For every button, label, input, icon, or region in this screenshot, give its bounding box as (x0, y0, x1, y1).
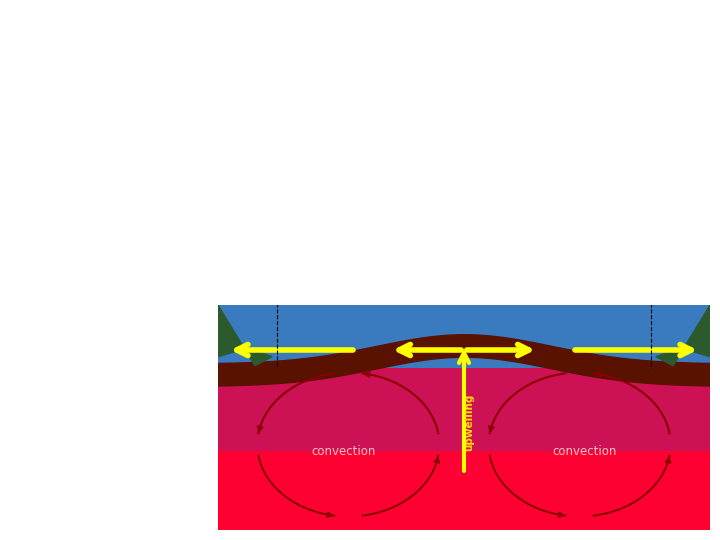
Text: Mantle: Mantle (306, 386, 346, 396)
Text: zones: zones (12, 460, 78, 479)
Text: upper Mantle,: upper Mantle, (12, 172, 172, 191)
Text: Convective: Convective (12, 28, 138, 47)
Text: Ridge: Ridge (436, 172, 467, 182)
Bar (710, 0, 720, 540)
Text: mid-ocean
ridge: mid-ocean ridge (431, 267, 498, 295)
Bar (0, 0, 720, 8)
Text: mid-ocean ridges: mid-ocean ridges (12, 316, 209, 335)
Bar (218, 8, 710, 298)
Polygon shape (388, 396, 510, 518)
Text: convection: convection (552, 445, 617, 458)
Polygon shape (218, 305, 272, 366)
Bar (218, 366, 710, 451)
Polygon shape (400, 191, 499, 200)
Bar (218, 305, 710, 368)
Bar (218, 305, 710, 530)
Text: Outer core: Outer core (420, 458, 479, 468)
Polygon shape (342, 350, 557, 540)
Text: with divergence: with divergence (12, 220, 195, 239)
Bar (0, 530, 720, 540)
Polygon shape (656, 305, 710, 366)
Text: "SLAB PULL": "SLAB PULL" (280, 276, 333, 285)
Polygon shape (192, 195, 707, 410)
Polygon shape (199, 202, 700, 437)
Bar (0, 0, 218, 540)
Text: in cells under: in cells under (12, 268, 166, 287)
Text: Inner
core: Inner core (436, 488, 463, 508)
Text: in subduction: in subduction (12, 412, 167, 431)
Text: convection: convection (311, 445, 376, 458)
Bar (0, 298, 720, 540)
Text: subduction: subduction (307, 282, 376, 295)
Text: subduction: subduction (552, 282, 621, 295)
Text: motions are: motions are (12, 76, 148, 95)
Text: and convergence: and convergence (12, 364, 207, 383)
Text: Trench: Trench (169, 345, 203, 353)
Text: Asthenosphere: Asthenosphere (486, 254, 550, 294)
Text: focused in the: focused in the (12, 124, 174, 143)
Bar (0, 0, 218, 540)
Bar (0, 0, 720, 305)
Polygon shape (198, 302, 266, 388)
Text: upwelling: upwelling (464, 393, 474, 451)
Text: Trench: Trench (695, 347, 720, 356)
Text: 700 km: 700 km (300, 436, 333, 444)
Polygon shape (632, 302, 701, 388)
Bar (710, 0, 720, 540)
Bar (218, 8, 710, 298)
Text: Lithosphere: Lithosphere (577, 210, 637, 219)
